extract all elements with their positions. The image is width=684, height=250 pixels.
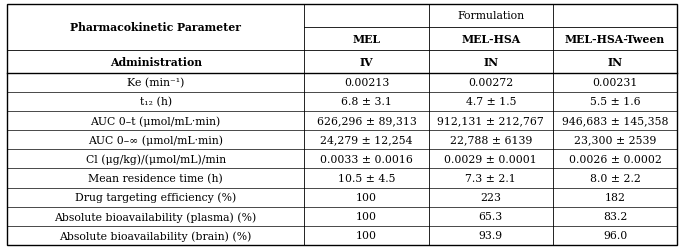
Text: Drug targeting efficiency (%): Drug targeting efficiency (%) (75, 192, 236, 202)
Text: Absolute bioavailability (plasma) (%): Absolute bioavailability (plasma) (%) (55, 211, 256, 222)
Text: Administration: Administration (109, 56, 202, 68)
Text: AUC 0–t (μmol/mL·min): AUC 0–t (μmol/mL·min) (90, 116, 221, 126)
Text: 0.0026 ± 0.0002: 0.0026 ± 0.0002 (568, 154, 661, 164)
Text: 182: 182 (605, 192, 626, 202)
Text: MEL-HSA: MEL-HSA (461, 34, 521, 45)
Text: Mean residence time (h): Mean residence time (h) (88, 173, 223, 184)
Text: 24,279 ± 12,254: 24,279 ± 12,254 (320, 135, 412, 145)
Text: 100: 100 (356, 192, 377, 202)
Text: Pharmacokinetic Parameter: Pharmacokinetic Parameter (70, 22, 241, 33)
Text: IV: IV (360, 56, 373, 68)
Text: 100: 100 (356, 230, 377, 240)
Text: IN: IN (607, 56, 622, 68)
Text: MEL: MEL (352, 34, 380, 45)
Text: 0.00231: 0.00231 (592, 78, 637, 88)
Text: 0.0033 ± 0.0016: 0.0033 ± 0.0016 (320, 154, 413, 164)
Text: 946,683 ± 145,358: 946,683 ± 145,358 (562, 116, 668, 126)
Text: 65.3: 65.3 (479, 212, 503, 222)
Text: t₁₂ (h): t₁₂ (h) (140, 97, 172, 107)
Text: 0.0029 ± 0.0001: 0.0029 ± 0.0001 (445, 154, 537, 164)
Text: AUC 0–∞ (μmol/mL·min): AUC 0–∞ (μmol/mL·min) (88, 135, 223, 145)
Text: 0.00213: 0.00213 (344, 78, 389, 88)
Text: Cl (μg/kg)/(μmol/mL)/min: Cl (μg/kg)/(μmol/mL)/min (86, 154, 226, 164)
Text: Absolute bioavailability (brain) (%): Absolute bioavailability (brain) (%) (60, 230, 252, 241)
Text: 626,296 ± 89,313: 626,296 ± 89,313 (317, 116, 417, 126)
Text: 23,300 ± 2539: 23,300 ± 2539 (574, 135, 656, 145)
Text: 7.3 ± 2.1: 7.3 ± 2.1 (465, 173, 516, 183)
Text: 100: 100 (356, 212, 377, 222)
Text: 8.0 ± 2.2: 8.0 ± 2.2 (590, 173, 640, 183)
Text: IN: IN (483, 56, 499, 68)
Text: 4.7 ± 1.5: 4.7 ± 1.5 (466, 97, 516, 107)
Text: Formulation: Formulation (457, 12, 525, 22)
Text: 0.00272: 0.00272 (468, 78, 514, 88)
Text: Ke (min⁻¹): Ke (min⁻¹) (127, 78, 184, 88)
Text: 5.5 ± 1.6: 5.5 ± 1.6 (590, 97, 640, 107)
Text: MEL-HSA-Tween: MEL-HSA-Tween (565, 34, 665, 45)
Text: 93.9: 93.9 (479, 230, 503, 240)
Text: 96.0: 96.0 (603, 230, 627, 240)
Text: 22,788 ± 6139: 22,788 ± 6139 (449, 135, 532, 145)
Text: 912,131 ± 212,767: 912,131 ± 212,767 (437, 116, 544, 126)
Text: 6.8 ± 3.1: 6.8 ± 3.1 (341, 97, 392, 107)
Text: 10.5 ± 4.5: 10.5 ± 4.5 (338, 173, 395, 183)
Text: 223: 223 (480, 192, 501, 202)
Text: 83.2: 83.2 (603, 212, 627, 222)
